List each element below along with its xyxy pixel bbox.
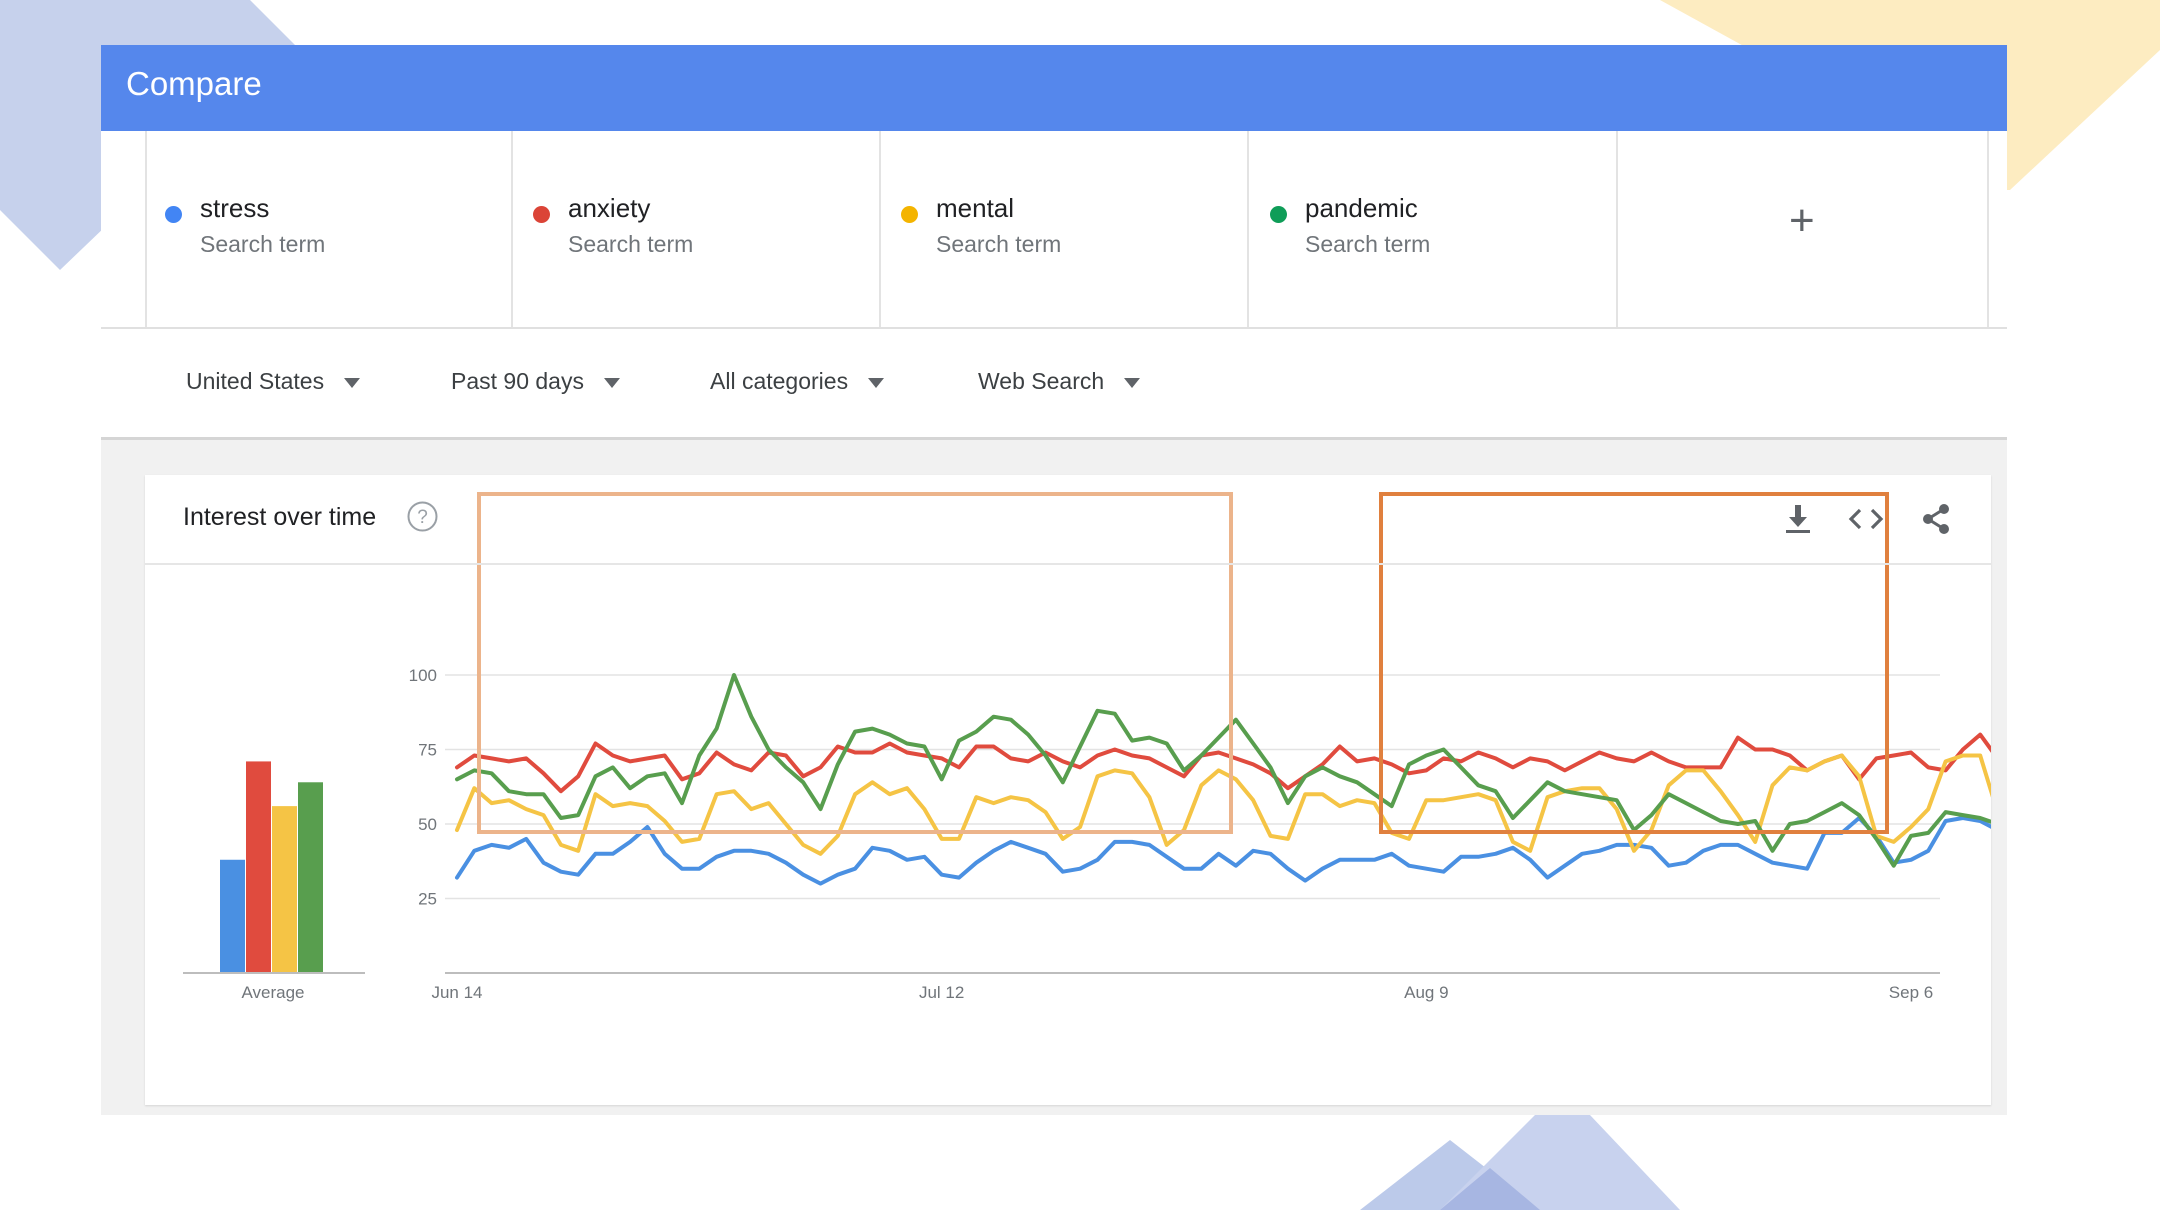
period-dropdown[interactable]: Past 90 days: [451, 368, 620, 395]
interest-over-time-card: 25 50 75 100 Jun 14 Jul 12 Aug 9 Sep 6 Average I…: [145, 475, 1991, 1105]
y-tick-label: 75: [418, 741, 437, 760]
card-title: Interest over time: [183, 503, 376, 532]
term-type: Search term: [936, 231, 1061, 258]
caret-down-icon: [604, 378, 620, 388]
average-bar-pandemic: [298, 782, 323, 973]
caret-down-icon: [1124, 378, 1140, 388]
term-color-dot: [901, 206, 918, 223]
average-bar-stress: [220, 860, 245, 973]
term-name: pandemic: [1305, 193, 1418, 224]
help-icon[interactable]: ?: [407, 501, 438, 532]
term-card-pandemic[interactable]: pandemic Search term: [1250, 131, 1618, 327]
plus-icon: +: [1789, 199, 1815, 243]
term-card-anxiety[interactable]: anxiety Search term: [513, 131, 881, 327]
region-label: United States: [186, 368, 324, 394]
term-color-dot: [1270, 206, 1287, 223]
compare-header: Compare: [101, 45, 2007, 131]
term-name: mental: [936, 193, 1014, 224]
x-tick-label: Sep 6: [1889, 983, 1933, 1002]
term-color-dot: [165, 206, 182, 223]
category-dropdown[interactable]: All categories: [710, 368, 884, 395]
x-tick-label: Aug 9: [1404, 983, 1448, 1002]
add-term-button[interactable]: +: [1619, 131, 1989, 327]
search-type-dropdown[interactable]: Web Search: [978, 368, 1140, 395]
decor-bottom-shapes: [1340, 1110, 1700, 1210]
term-card-stress[interactable]: stress Search term: [145, 131, 513, 327]
search-terms-row: stress Search term anxiety Search term m…: [101, 131, 2007, 329]
y-tick-label: 50: [418, 815, 437, 834]
term-color-dot: [533, 206, 550, 223]
y-tick-label: 25: [418, 890, 437, 909]
x-tick-label: Jul 12: [919, 983, 964, 1002]
interest-chart: 25 50 75 100 Jun 14 Jul 12 Aug 9 Sep 6 Average: [145, 475, 1991, 1105]
compare-panel: Compare stress Search term anxiety Searc…: [101, 45, 2007, 1115]
term-type: Search term: [568, 231, 693, 258]
average-bar-mental: [272, 806, 297, 973]
caret-down-icon: [868, 378, 884, 388]
term-type: Search term: [200, 231, 325, 258]
x-tick-label: Jun 14: [431, 983, 482, 1002]
compare-title: Compare: [126, 65, 262, 103]
series-line-anxiety: [457, 735, 1991, 792]
period-label: Past 90 days: [451, 368, 584, 394]
download-icon[interactable]: [1783, 503, 1813, 535]
share-icon[interactable]: [1920, 502, 1952, 536]
svg-text:?: ?: [417, 507, 428, 528]
term-name: stress: [200, 193, 269, 224]
average-bar-anxiety: [246, 761, 271, 973]
term-card-mental[interactable]: mental Search term: [881, 131, 1249, 327]
series-line-pandemic: [457, 675, 1991, 866]
card-header: Interest over time ?: [145, 475, 1991, 565]
caret-down-icon: [344, 378, 360, 388]
y-tick-label: 100: [409, 666, 437, 685]
region-dropdown[interactable]: United States: [186, 368, 360, 395]
term-name: anxiety: [568, 193, 650, 224]
average-label: Average: [241, 983, 304, 1002]
category-label: All categories: [710, 368, 848, 394]
term-type: Search term: [1305, 231, 1430, 258]
series-line-mental: [457, 756, 1991, 854]
filters-bar: United States Past 90 days All categorie…: [101, 329, 2007, 440]
term-divider: [145, 131, 147, 327]
search-type-label: Web Search: [978, 368, 1104, 394]
embed-icon[interactable]: [1848, 505, 1884, 533]
